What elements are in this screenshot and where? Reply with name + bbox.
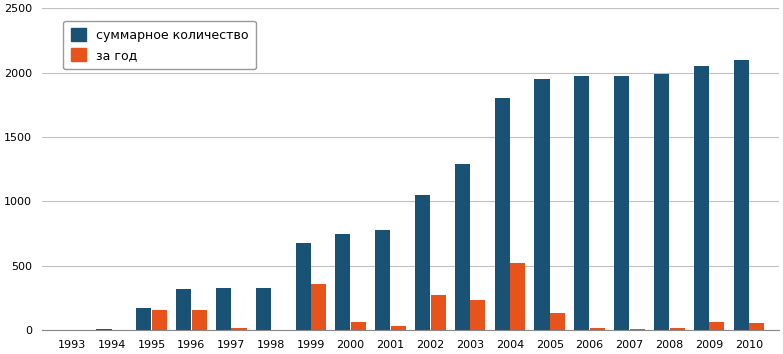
Bar — [654, 74, 669, 330]
Bar — [590, 327, 605, 330]
Bar — [335, 234, 351, 330]
Bar — [216, 287, 231, 330]
Bar — [749, 323, 764, 330]
Bar — [192, 310, 207, 330]
Bar — [375, 230, 390, 330]
Bar — [669, 327, 684, 330]
Bar — [256, 287, 271, 330]
Bar — [574, 76, 590, 330]
Bar — [391, 326, 406, 330]
Bar — [734, 60, 749, 330]
Bar — [511, 263, 525, 330]
Bar — [709, 322, 724, 330]
Bar — [136, 308, 151, 330]
Legend: суммарное количество, за год: суммарное количество, за год — [63, 21, 255, 69]
Bar — [495, 98, 510, 330]
Bar — [295, 242, 311, 330]
Bar — [351, 322, 366, 330]
Bar — [455, 164, 470, 330]
Bar — [431, 295, 446, 330]
Bar — [176, 289, 191, 330]
Bar — [96, 329, 111, 330]
Bar — [232, 327, 247, 330]
Bar — [550, 313, 565, 330]
Bar — [311, 284, 327, 330]
Bar — [415, 195, 430, 330]
Bar — [471, 300, 485, 330]
Bar — [152, 310, 167, 330]
Bar — [614, 76, 630, 330]
Bar — [535, 79, 550, 330]
Bar — [694, 66, 709, 330]
